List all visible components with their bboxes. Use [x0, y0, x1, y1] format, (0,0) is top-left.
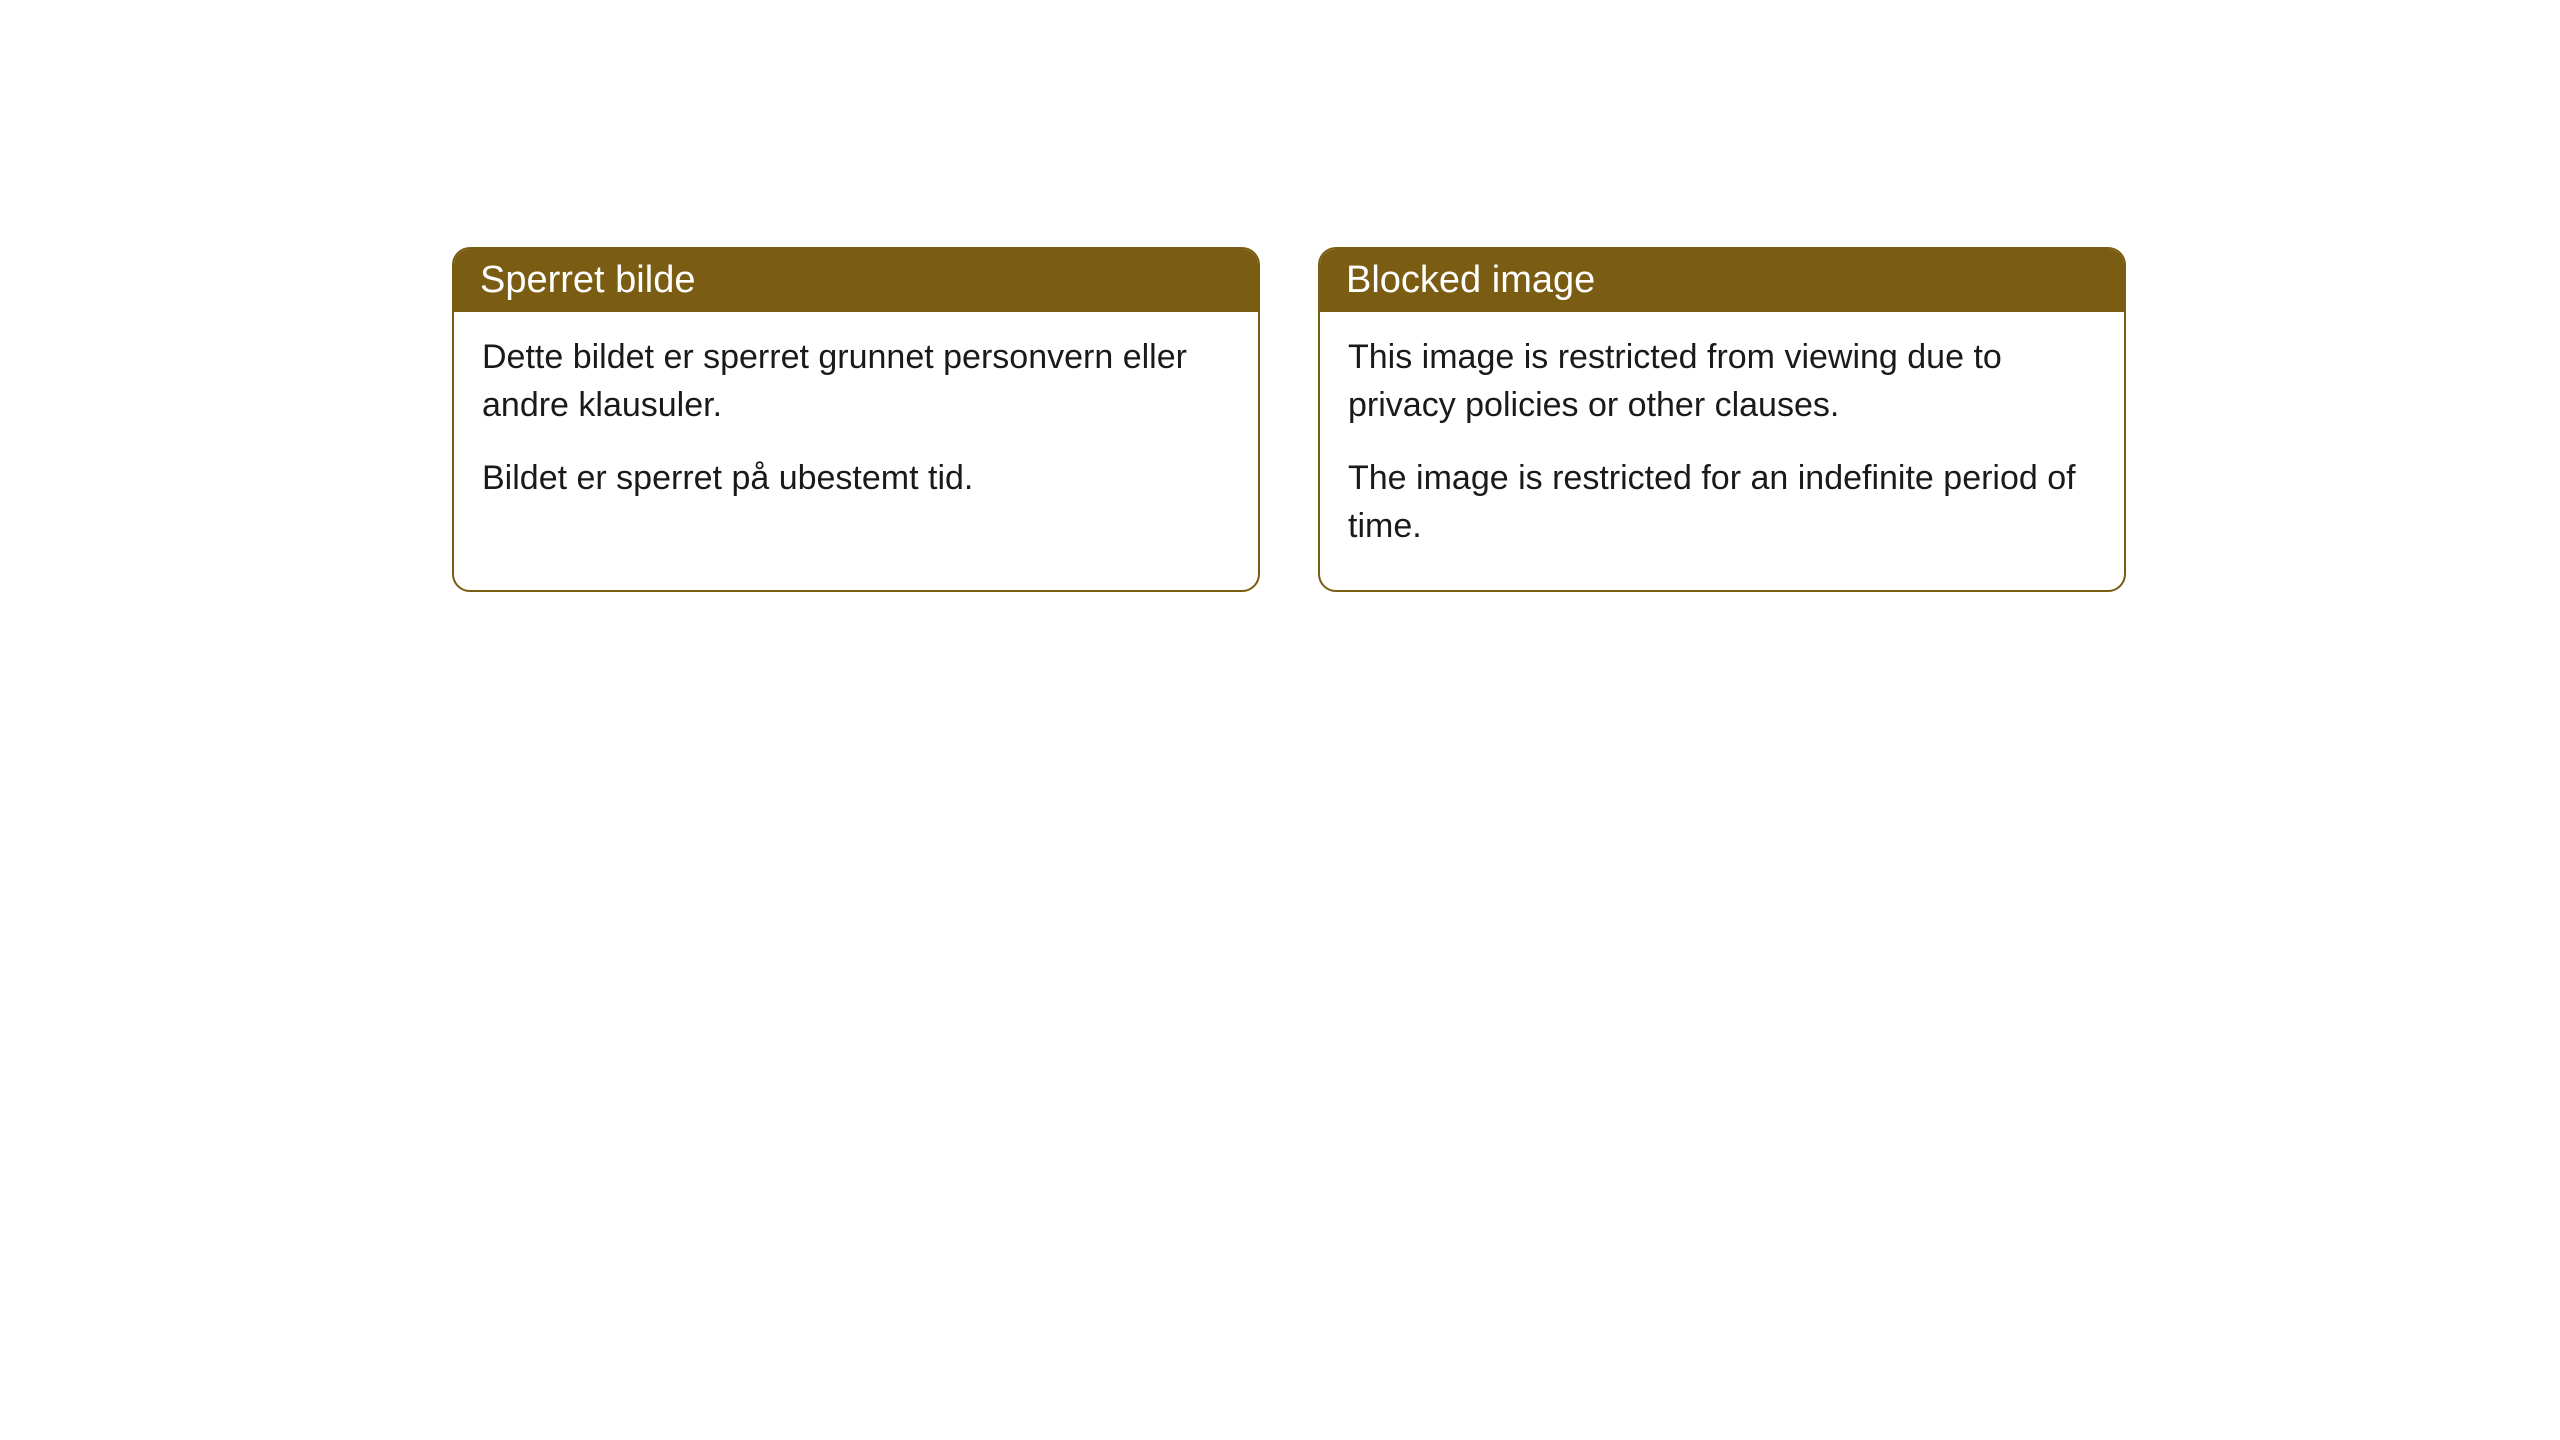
cards-container: Sperret bilde Dette bildet er sperret gr…: [452, 247, 2126, 592]
card-title-no: Sperret bilde: [480, 259, 695, 301]
card-para1-no: Dette bildet er sperret grunnet personve…: [482, 334, 1230, 429]
card-title-en: Blocked image: [1346, 259, 1595, 301]
card-header-no: Sperret bilde: [454, 249, 1258, 312]
card-norwegian: Sperret bilde Dette bildet er sperret gr…: [452, 247, 1260, 592]
card-english: Blocked image This image is restricted f…: [1318, 247, 2126, 592]
card-body-no: Dette bildet er sperret grunnet personve…: [454, 312, 1258, 543]
card-body-en: This image is restricted from viewing du…: [1320, 312, 2124, 590]
card-para1-en: This image is restricted from viewing du…: [1348, 334, 2096, 429]
card-para2-no: Bildet er sperret på ubestemt tid.: [482, 455, 1230, 503]
card-para2-en: The image is restricted for an indefinit…: [1348, 455, 2096, 550]
card-header-en: Blocked image: [1320, 249, 2124, 312]
